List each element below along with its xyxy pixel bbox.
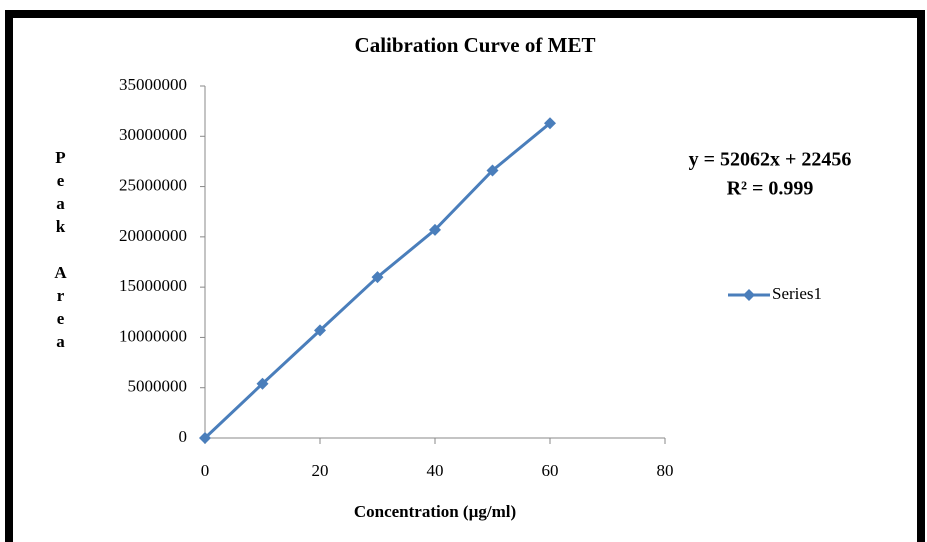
legend-label: Series1 [772, 284, 822, 303]
legend-marker [743, 289, 755, 301]
x-tick-label: 0 [201, 461, 210, 480]
y-tick-label: 30000000 [119, 125, 187, 144]
x-axis-label: Concentration (µg/ml) [354, 502, 516, 521]
marker [256, 377, 269, 390]
y-axis-label: Peak Area [51, 148, 70, 355]
chart-title: Calibration Curve of MET [355, 33, 596, 57]
marker [429, 223, 441, 236]
frame [5, 10, 925, 542]
y-tick-label: 25000000 [119, 175, 187, 194]
equation: y = 52062x + 22456 [689, 149, 852, 171]
y-tick-label: 35000000 [119, 75, 187, 94]
x-tick-label: 60 [542, 461, 559, 480]
x-tick-label: 20 [312, 461, 329, 480]
marker [314, 324, 326, 337]
marker [544, 117, 556, 130]
y-tick-label: 20000000 [119, 226, 187, 245]
marker [371, 271, 384, 284]
x-tick-label: 80 [657, 461, 674, 480]
y-tick-label: 5000000 [128, 377, 188, 396]
y-tick-label: 10000000 [119, 326, 187, 345]
x-tick-label: 40 [427, 461, 444, 480]
y-tick-label: 0 [179, 427, 188, 446]
marker [486, 164, 499, 177]
marker [199, 432, 211, 444]
y-tick-label: 15000000 [119, 276, 187, 295]
r-squared: R² = 0.999 [727, 178, 814, 200]
